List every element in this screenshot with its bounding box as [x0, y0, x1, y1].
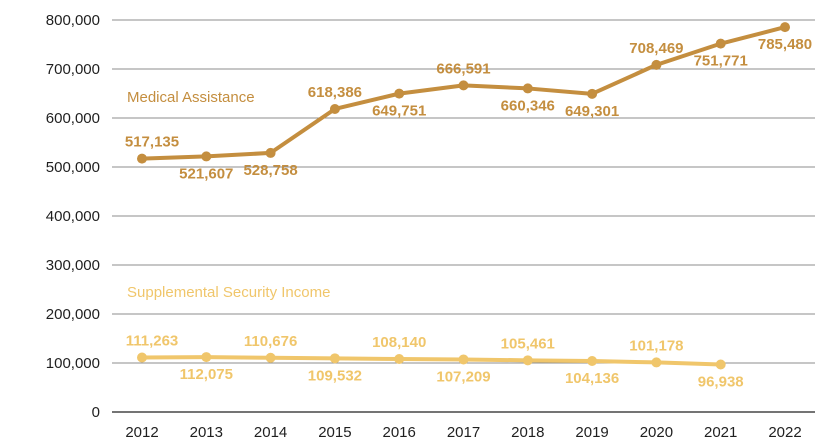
data-point-medical-assistance-9	[715, 38, 726, 49]
data-label-medical-assistance-2: 528,758	[243, 162, 297, 179]
x-tick-label-2: 2014	[254, 424, 287, 441]
x-tick-label-1: 2013	[190, 424, 223, 441]
x-tick-label-10: 2022	[768, 424, 801, 441]
data-point-medical-assistance-2	[265, 147, 276, 158]
data-label-medical-assistance-5: 666,591	[436, 60, 490, 77]
data-label-ssi-6: 105,461	[501, 335, 555, 352]
data-point-ssi-7	[587, 355, 598, 366]
y-tick-label-1: 100,000	[46, 355, 100, 372]
data-point-medical-assistance-6	[522, 83, 533, 94]
data-label-medical-assistance-0: 517,135	[125, 134, 179, 151]
y-tick-label-2: 200,000	[46, 306, 100, 323]
data-point-medical-assistance-4	[394, 88, 405, 99]
data-label-medical-assistance-6: 660,346	[501, 97, 555, 114]
data-point-ssi-2	[265, 352, 276, 363]
data-point-medical-assistance-8	[651, 59, 662, 70]
data-label-ssi-1: 112,075	[180, 366, 233, 383]
gridlines	[112, 19, 815, 413]
data-point-medical-assistance-7	[587, 88, 598, 99]
x-axis-tick-labels: 2012 2013 2014 2015 2016 2017 2018 2019 2020 2021…	[125, 424, 801, 441]
y-axis-tick-labels: 0 100,000 200,000 300,000 400,000 500,000 600,…	[46, 12, 100, 421]
x-tick-label-4: 2016	[383, 424, 416, 441]
x-tick-label-5: 2017	[447, 424, 480, 441]
data-label-ssi-3: 109,532	[308, 367, 362, 384]
data-point-ssi-4	[394, 354, 405, 365]
x-tick-label-0: 2012	[125, 424, 158, 441]
y-tick-label-5: 500,000	[46, 159, 100, 176]
data-label-medical-assistance-9: 751,771	[694, 53, 748, 70]
x-tick-label-9: 2021	[704, 424, 737, 441]
series-label-medical-assistance: Medical Assistance	[127, 89, 255, 106]
data-point-medical-assistance-5	[458, 80, 469, 91]
data-point-ssi-5	[458, 354, 469, 365]
x-tick-label-8: 2020	[640, 424, 673, 441]
y-tick-label-6: 600,000	[46, 110, 100, 127]
x-tick-label-3: 2015	[318, 424, 351, 441]
data-label-medical-assistance-7: 649,301	[565, 103, 619, 120]
data-point-medical-assistance-3	[329, 103, 340, 114]
data-label-medical-assistance-1: 521,607	[179, 165, 233, 182]
data-point-medical-assistance-1	[201, 151, 212, 162]
series-lines	[137, 22, 790, 370]
y-tick-label-0: 0	[92, 404, 100, 421]
data-point-medical-assistance-0	[137, 153, 147, 164]
data-label-ssi-9: 96,938	[698, 374, 744, 391]
data-point-medical-assistance-10	[780, 22, 790, 33]
y-tick-label-7: 700,000	[46, 61, 100, 78]
data-label-ssi-7: 104,136	[565, 370, 619, 387]
data-label-ssi-5: 107,209	[436, 368, 490, 385]
data-label-ssi-4: 108,140	[372, 334, 426, 351]
series-line-ssi	[140, 355, 723, 367]
series-label-supplemental-security-income: Supplemental Security Income	[127, 284, 330, 301]
data-label-ssi-8: 101,178	[629, 337, 683, 354]
data-point-ssi-8	[651, 357, 662, 368]
y-tick-label-3: 300,000	[46, 257, 100, 274]
data-point-ssi-1	[201, 352, 212, 363]
data-label-medical-assistance-8: 708,469	[629, 40, 683, 57]
data-label-medical-assistance-10: 785,480	[758, 36, 812, 53]
data-label-medical-assistance-4: 649,751	[372, 103, 426, 120]
data-point-ssi-0	[137, 352, 147, 363]
data-point-ssi-9	[715, 359, 726, 370]
y-tick-label-4: 400,000	[46, 208, 100, 225]
data-label-medical-assistance-3: 618,386	[308, 84, 362, 101]
x-tick-label-7: 2019	[575, 424, 608, 441]
data-point-ssi-6	[522, 355, 533, 366]
x-tick-label-6: 2018	[511, 424, 544, 441]
data-label-ssi-2: 110,676	[244, 333, 297, 350]
y-tick-label-8: 800,000	[46, 12, 100, 29]
data-point-ssi-3	[329, 353, 340, 364]
data-label-ssi-0: 111,263	[126, 332, 179, 349]
